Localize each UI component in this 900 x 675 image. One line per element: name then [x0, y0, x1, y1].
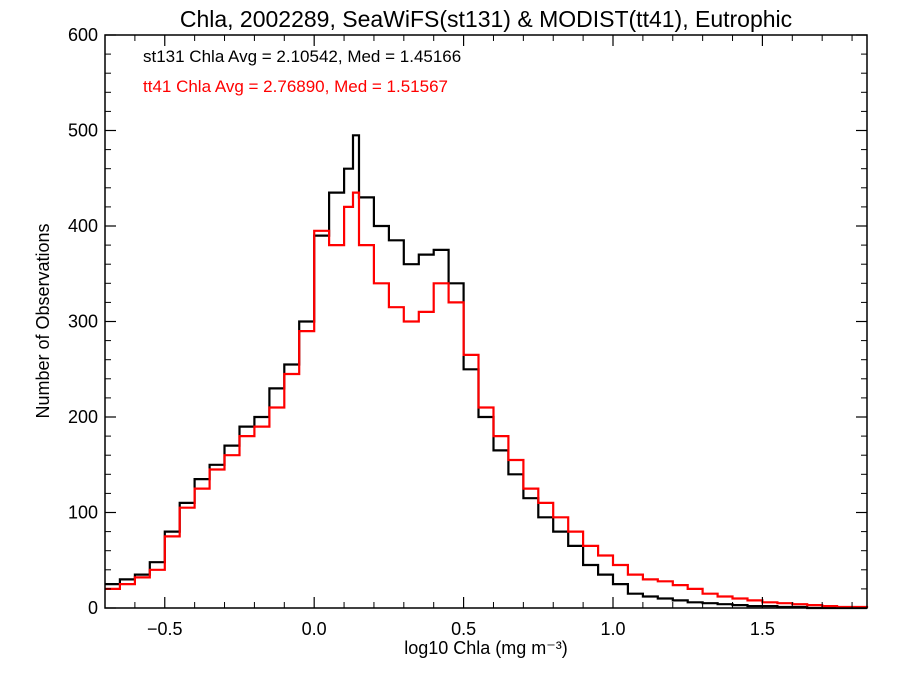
x-tick-label: −0.5: [147, 619, 183, 639]
chart-title: Chla, 2002289, SeaWiFS(st131) & MODIST(t…: [180, 6, 792, 32]
y-tick-label: 200: [68, 407, 98, 427]
y-tick-label: 400: [68, 216, 98, 236]
histogram-series-1: [105, 191, 869, 609]
x-tick-label: 0.0: [302, 619, 327, 639]
y-tick-label: 600: [68, 25, 98, 45]
x-tick-label: 1.0: [600, 619, 625, 639]
series-layer: [105, 134, 869, 610]
legend-annotation-st131: st131 Chla Avg = 2.10542, Med = 1.45166: [143, 47, 461, 66]
x-axis-label: log10 Chla (mg m⁻³): [404, 638, 568, 658]
y-tick-label: 0: [88, 598, 98, 618]
y-axis-label: Number of Observations: [33, 223, 53, 418]
legend-annotation-tt41: tt41 Chla Avg = 2.76890, Med = 1.51567: [143, 77, 448, 96]
y-tick-label: 100: [68, 503, 98, 523]
x-tick-label: 0.5: [451, 619, 476, 639]
plot-frame: [104, 34, 868, 609]
y-tick-label: 300: [68, 312, 98, 332]
x-tick-label: 1.5: [750, 619, 775, 639]
axis-layer: −0.5 0.0 0.5 1.0 1.5 0 100 200 300 400 500 600: [68, 25, 867, 639]
y-tick-label: 500: [68, 121, 98, 141]
histogram-series-0: [105, 134, 867, 610]
